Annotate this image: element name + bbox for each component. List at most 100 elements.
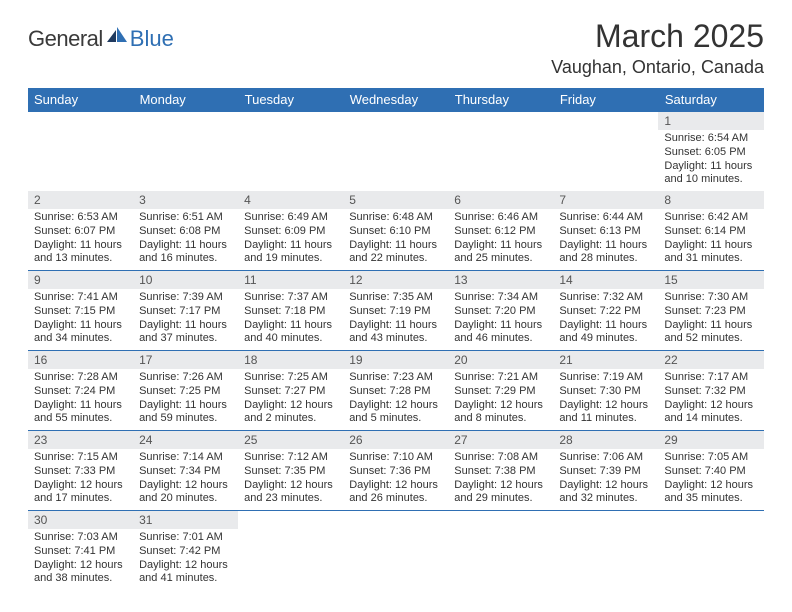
calendar-cell: 4Sunrise: 6:49 AMSunset: 6:09 PMDaylight… (238, 191, 343, 271)
day-number: 5 (343, 191, 448, 209)
brand-text-1: General (28, 26, 103, 52)
day-details: Sunrise: 7:32 AMSunset: 7:22 PMDaylight:… (553, 289, 658, 350)
sunset-value: 6:07 PM (74, 225, 115, 237)
sunrise-value: 7:08 AM (498, 451, 538, 463)
sunrise-value: 7:34 AM (498, 291, 538, 303)
daylight-hours: 12 (605, 399, 617, 411)
day-details: Sunrise: 6:54 AMSunset: 6:05 PMDaylight:… (658, 130, 763, 191)
sunrise-value: 7:41 AM (77, 291, 117, 303)
day-number: 17 (133, 351, 238, 369)
day-number: 9 (28, 271, 133, 289)
daylight-hours: 12 (290, 479, 302, 491)
sunset-value: 6:13 PM (600, 225, 641, 237)
day-details: Sunrise: 6:42 AMSunset: 6:14 PMDaylight:… (658, 209, 763, 270)
header: General Blue March 2025 Vaughan, Ontario… (28, 18, 764, 78)
daylight-minutes: 49 (581, 332, 593, 344)
sunset-value: 7:40 PM (705, 465, 746, 477)
daylight-minutes: 37 (160, 332, 172, 344)
daylight-hours: 11 (185, 319, 196, 331)
daylight-hours: 11 (710, 239, 721, 251)
sunset-value: 7:25 PM (179, 385, 220, 397)
sunset-value: 7:17 PM (179, 305, 220, 317)
daylight-minutes: 11 (581, 412, 592, 424)
daylight-minutes: 20 (160, 492, 172, 504)
day-details: Sunrise: 6:46 AMSunset: 6:12 PMDaylight:… (448, 209, 553, 270)
sunset-value: 7:39 PM (600, 465, 641, 477)
sunrise-value: 6:42 AM (708, 211, 748, 223)
day-number: 7 (553, 191, 658, 209)
day-details: Sunrise: 6:53 AMSunset: 6:07 PMDaylight:… (28, 209, 133, 270)
daylight-minutes: 26 (371, 492, 383, 504)
sunrise-value: 7:05 AM (708, 451, 748, 463)
daylight-hours: 12 (710, 399, 722, 411)
daylight-hours: 11 (290, 239, 301, 251)
calendar-week-row: 1Sunrise: 6:54 AMSunset: 6:05 PMDaylight… (28, 112, 764, 192)
day-details: Sunrise: 7:03 AMSunset: 7:41 PMDaylight:… (28, 529, 133, 590)
calendar-week-row: 30Sunrise: 7:03 AMSunset: 7:41 PMDayligh… (28, 511, 764, 591)
sunrise-value: 6:53 AM (77, 211, 117, 223)
weekday-header: Thursday (448, 88, 553, 112)
calendar-cell: 25Sunrise: 7:12 AMSunset: 7:35 PMDayligh… (238, 431, 343, 511)
sunset-value: 7:34 PM (179, 465, 220, 477)
day-number: 28 (553, 431, 658, 449)
calendar-cell: 28Sunrise: 7:06 AMSunset: 7:39 PMDayligh… (553, 431, 658, 511)
calendar-cell: 9Sunrise: 7:41 AMSunset: 7:15 PMDaylight… (28, 271, 133, 351)
daylight-minutes: 59 (160, 412, 172, 424)
day-number: 16 (28, 351, 133, 369)
day-number: 15 (658, 271, 763, 289)
day-number: 6 (448, 191, 553, 209)
daylight-hours: 11 (290, 319, 301, 331)
day-number: 25 (238, 431, 343, 449)
calendar-cell: 7Sunrise: 6:44 AMSunset: 6:13 PMDaylight… (553, 191, 658, 271)
sunset-value: 6:05 PM (705, 146, 746, 158)
sunset-value: 7:18 PM (284, 305, 325, 317)
calendar-cell: 1Sunrise: 6:54 AMSunset: 6:05 PMDaylight… (658, 112, 763, 192)
sunset-value: 7:19 PM (390, 305, 431, 317)
day-details: Sunrise: 6:48 AMSunset: 6:10 PMDaylight:… (343, 209, 448, 270)
calendar-cell: 30Sunrise: 7:03 AMSunset: 7:41 PMDayligh… (28, 511, 133, 591)
sunrise-value: 7:35 AM (393, 291, 433, 303)
weekday-header: Wednesday (343, 88, 448, 112)
day-number: 18 (238, 351, 343, 369)
day-details: Sunrise: 7:28 AMSunset: 7:24 PMDaylight:… (28, 369, 133, 430)
sunrise-value: 7:12 AM (288, 451, 328, 463)
day-number: 30 (28, 511, 133, 529)
day-details: Sunrise: 7:41 AMSunset: 7:15 PMDaylight:… (28, 289, 133, 350)
calendar-cell: 2Sunrise: 6:53 AMSunset: 6:07 PMDaylight… (28, 191, 133, 271)
calendar-cell: 27Sunrise: 7:08 AMSunset: 7:38 PMDayligh… (448, 431, 553, 511)
calendar-cell: 3Sunrise: 6:51 AMSunset: 6:08 PMDaylight… (133, 191, 238, 271)
day-details: Sunrise: 7:30 AMSunset: 7:23 PMDaylight:… (658, 289, 763, 350)
daylight-minutes: 5 (371, 412, 377, 424)
daylight-hours: 11 (605, 319, 616, 331)
day-number: 20 (448, 351, 553, 369)
sunrise-value: 7:01 AM (182, 531, 222, 543)
calendar-cell (238, 511, 343, 591)
daylight-hours: 12 (185, 559, 197, 571)
day-number: 12 (343, 271, 448, 289)
daylight-minutes: 23 (266, 492, 278, 504)
day-number: 22 (658, 351, 763, 369)
brand-logo: General Blue (28, 18, 174, 52)
day-number: 10 (133, 271, 238, 289)
sunrise-value: 6:49 AM (288, 211, 328, 223)
day-number: 19 (343, 351, 448, 369)
weekday-header: Tuesday (238, 88, 343, 112)
day-number: 27 (448, 431, 553, 449)
daylight-minutes: 28 (581, 252, 593, 264)
weekday-header-row: SundayMondayTuesdayWednesdayThursdayFrid… (28, 88, 764, 112)
daylight-minutes: 2 (266, 412, 272, 424)
daylight-minutes: 34 (55, 332, 67, 344)
calendar-cell: 18Sunrise: 7:25 AMSunset: 7:27 PMDayligh… (238, 351, 343, 431)
daylight-hours: 11 (395, 239, 406, 251)
daylight-hours: 11 (605, 239, 616, 251)
day-details: Sunrise: 7:23 AMSunset: 7:28 PMDaylight:… (343, 369, 448, 430)
day-number: 8 (658, 191, 763, 209)
weekday-header: Saturday (658, 88, 763, 112)
day-number: 31 (133, 511, 238, 529)
sunset-value: 7:29 PM (495, 385, 536, 397)
daylight-minutes: 43 (371, 332, 383, 344)
day-number: 26 (343, 431, 448, 449)
calendar-cell: 15Sunrise: 7:30 AMSunset: 7:23 PMDayligh… (658, 271, 763, 351)
calendar-cell: 14Sunrise: 7:32 AMSunset: 7:22 PMDayligh… (553, 271, 658, 351)
sunrise-value: 7:10 AM (393, 451, 433, 463)
